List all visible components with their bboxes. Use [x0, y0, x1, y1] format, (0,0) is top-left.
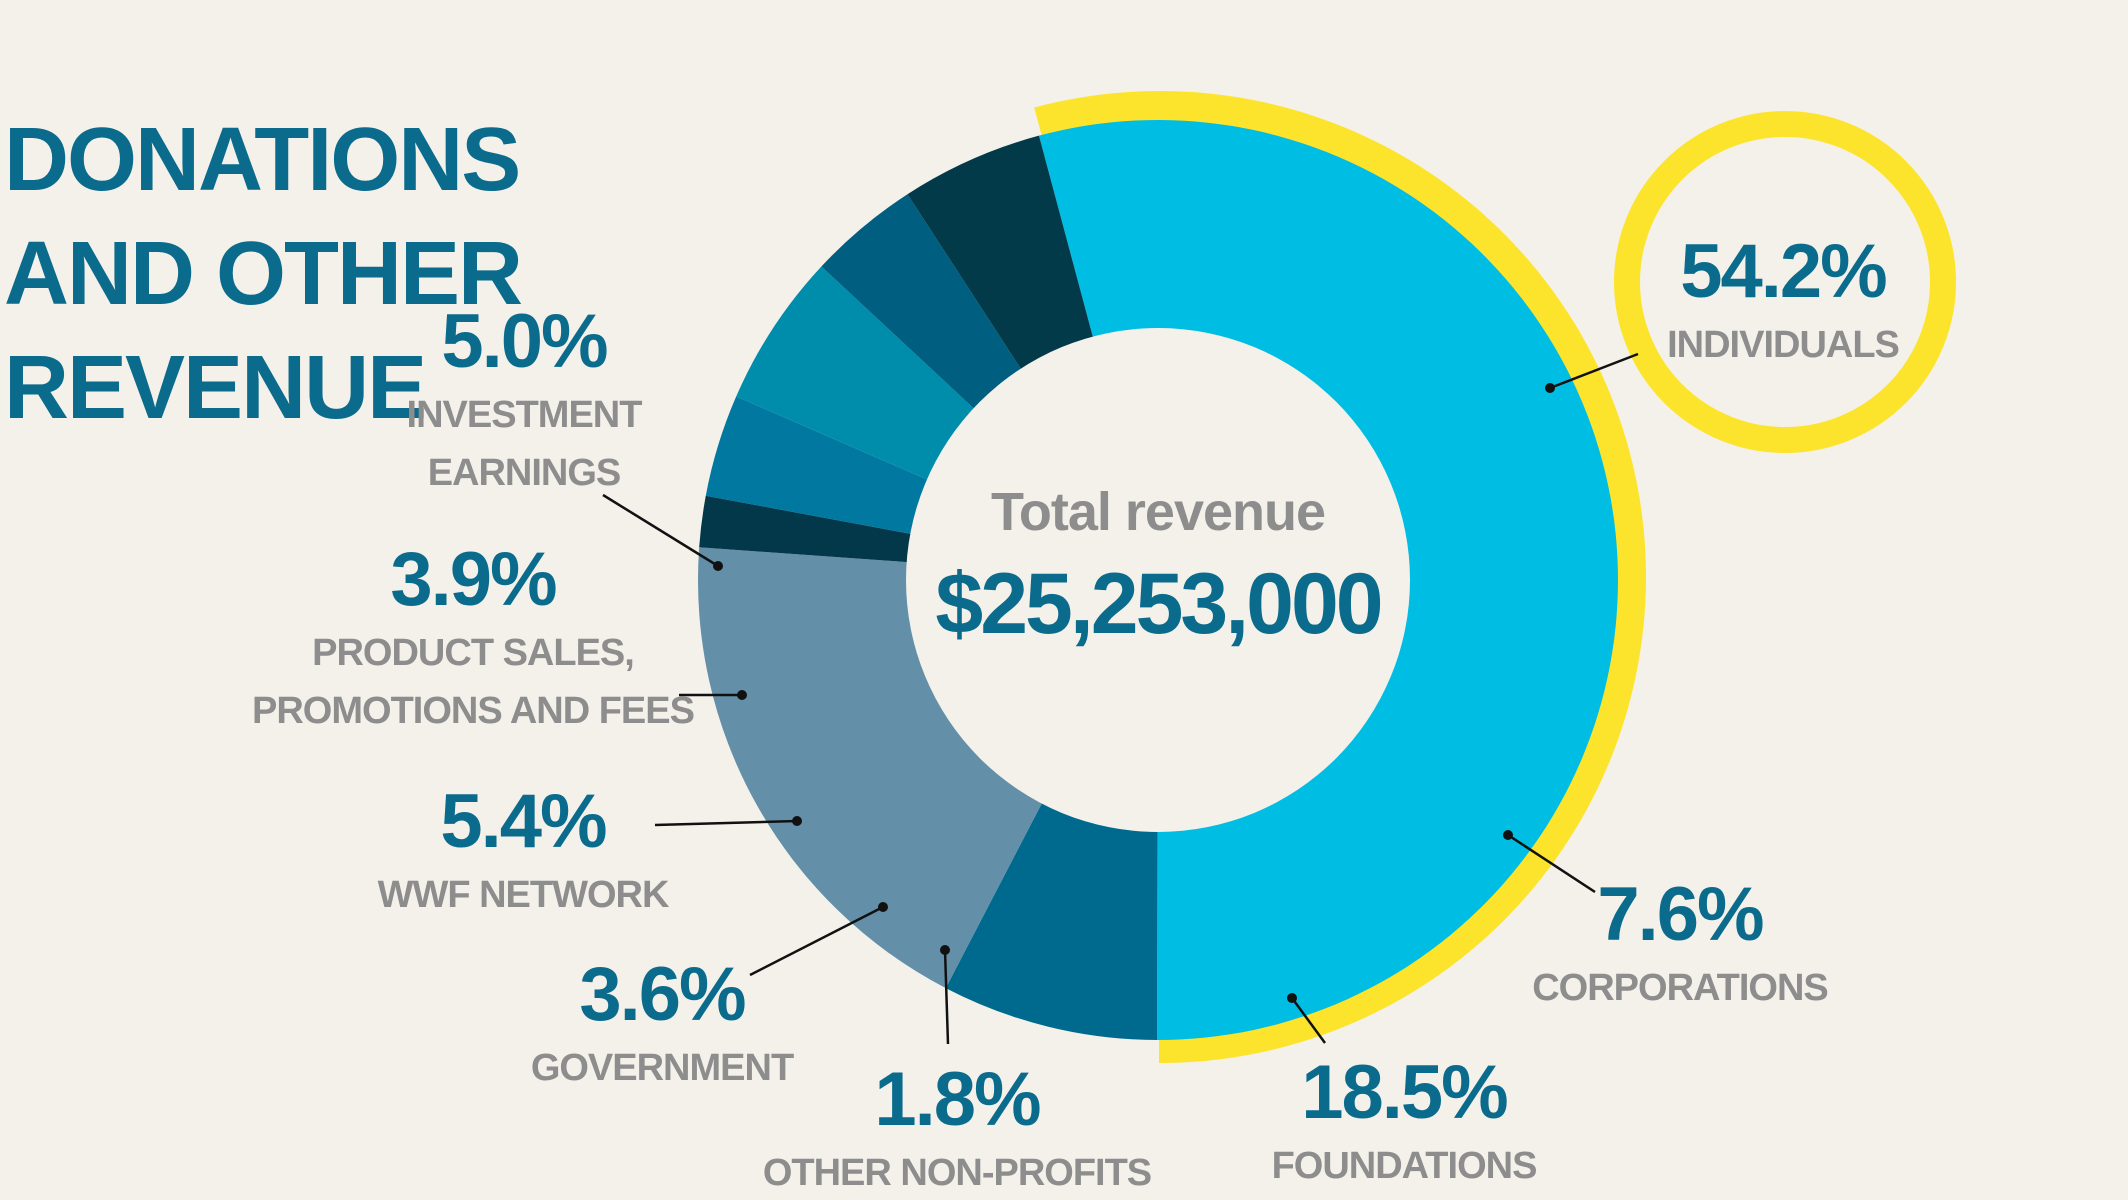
donut-slice-7 — [821, 194, 1023, 411]
leader-line-5 — [749, 905, 884, 977]
slice-category-label-3-line-1: FOUNDATIONS — [1272, 1145, 1537, 1187]
leader-dot-4 — [940, 945, 950, 955]
center-total-value: $25,253,000 — [935, 556, 1380, 652]
leader-dot-7 — [737, 690, 747, 700]
leader-dot-5 — [878, 902, 888, 912]
leader-line-1 — [1549, 352, 1639, 390]
slice-category-label-7-line-1: PRODUCT SALES, — [312, 632, 634, 674]
slice-percent-label-5: 3.6% — [579, 952, 745, 1037]
slice-percent-label-1: 54.2% — [1680, 229, 1886, 314]
slice-category-label-8-line-2: EARNINGS — [428, 452, 621, 494]
leader-line-2 — [1507, 833, 1596, 894]
donut-slice-5 — [705, 396, 931, 535]
highlight-label-ring — [1614, 111, 1956, 453]
leader-dot-1 — [1545, 383, 1555, 393]
leader-dot-8 — [713, 561, 723, 571]
slice-category-label-6-line-1: WWF NETWORK — [378, 874, 670, 916]
center-total-label: Total revenue — [991, 482, 1325, 542]
leader-line-8 — [602, 493, 719, 568]
chart-title-line-3: REVENUE — [4, 338, 425, 438]
donut-slice-8 — [907, 135, 1094, 373]
slice-percent-label-6: 5.4% — [440, 779, 606, 864]
slice-category-label-5-line-1: GOVERNMENT — [531, 1047, 794, 1089]
donut-hole — [906, 328, 1410, 832]
leader-line-3 — [1290, 997, 1327, 1044]
chart-title-line-2: AND OTHER — [4, 224, 522, 324]
slice-percent-label-8: 5.0% — [441, 299, 607, 384]
leader-dot-3 — [1287, 993, 1297, 1003]
leader-dot-2 — [1503, 830, 1513, 840]
slice-category-label-1-line-1: INDIVIDUALS — [1667, 324, 1899, 366]
donut-slice-1 — [1038, 120, 1618, 1041]
leader-line-6 — [654, 819, 798, 827]
donut-slice-2 — [945, 800, 1158, 1040]
donut-slices — [698, 120, 1618, 1041]
slice-labels: 54.2% INDIVIDUALS 7.6% CORPORATIONS 18.5% FOU… — [252, 111, 1956, 1194]
slice-percent-label-3: 18.5% — [1301, 1050, 1507, 1135]
slice-category-label-8-line-1: INVESTMENT — [407, 394, 643, 436]
slice-percent-label-2: 7.6% — [1597, 872, 1763, 957]
leader-dot-6 — [792, 816, 802, 826]
slice-category-label-2-line-1: CORPORATIONS — [1532, 967, 1828, 1009]
donut-slice-4 — [699, 495, 915, 563]
slice-category-label-4-line-1: OTHER NON-PROFITS — [763, 1152, 1151, 1194]
leader-line-4 — [943, 949, 950, 1045]
slice-percent-label-7: 3.9% — [390, 537, 556, 622]
slice-percent-label-4: 1.8% — [874, 1057, 1040, 1142]
donut-slice-3 — [698, 547, 1044, 989]
chart-title-line-1: DONATIONS — [4, 110, 519, 210]
slice-category-label-7-line-2: PROMOTIONS AND FEES — [252, 690, 694, 732]
donut-slice-6 — [736, 266, 977, 482]
